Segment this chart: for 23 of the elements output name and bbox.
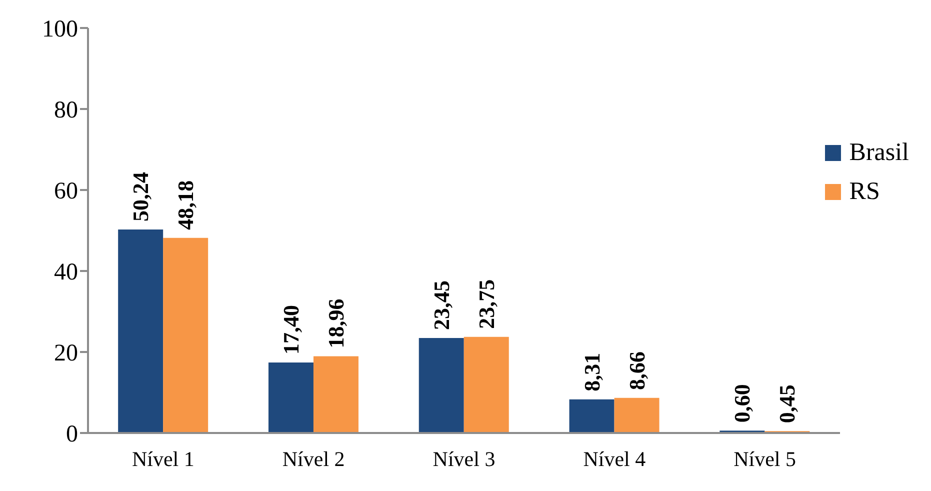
y-tick-label: 60: [54, 178, 78, 205]
data-label: 48,18: [173, 180, 198, 230]
legend-label: RS: [849, 178, 880, 205]
data-label: 23,45: [428, 280, 454, 330]
data-label: 8,66: [624, 351, 650, 390]
y-tick-label: 20: [54, 340, 78, 367]
data-label: 8,31: [579, 352, 604, 392]
data-label: 17,40: [278, 305, 304, 355]
data-label: 0,60: [730, 384, 755, 423]
x-tick-label: Nível 3: [432, 446, 496, 471]
x-tick-label: Nível 2: [282, 446, 345, 471]
y-tick-label: 40: [54, 260, 78, 286]
x-tick-label: Nível 4: [583, 446, 646, 471]
legend-label: Brasil: [849, 139, 909, 166]
x-tick-label: Nível 5: [734, 446, 796, 471]
data-label: 23,75: [474, 279, 499, 329]
data-label: 0,45: [774, 384, 800, 424]
data-label: 18,96: [323, 298, 348, 348]
y-tick-label: 80: [54, 98, 78, 124]
x-tick-label: Nível 1: [132, 446, 194, 471]
data-label: 50,24: [128, 172, 154, 222]
y-tick-label: 100: [42, 16, 78, 43]
y-tick-label: 0: [66, 422, 78, 448]
